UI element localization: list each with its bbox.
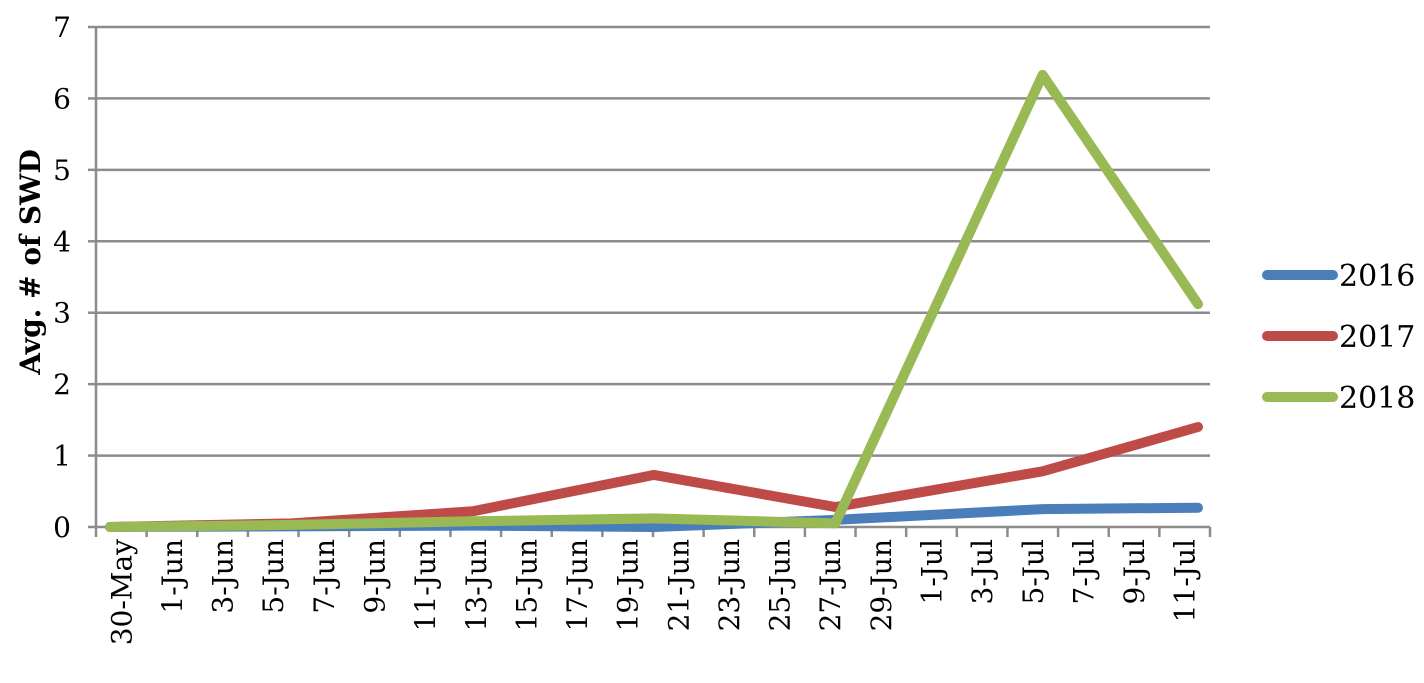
x-tick-label: 27-Jun [814,539,847,631]
y-tick-label: 4 [53,225,71,258]
axes [94,27,1210,529]
gridlines [96,25,1210,457]
x-tick-label: 3-Jun [207,539,240,614]
x-tick-label: 5-Jun [257,539,290,614]
x-tick-label: 25-Jun [764,539,797,631]
y-axis-label: Avg. # of SWD [14,149,47,376]
legend-label-2016: 2016 [1339,259,1415,294]
y-tick-label: 0 [53,511,71,544]
y-axis-ticks: 0 1 2 3 4 5 6 7 [53,11,96,544]
x-tick-label: 9-Jul [1118,539,1151,605]
series-line-2018 [105,69,1203,532]
x-tick-label: 7-Jun [308,539,341,614]
x-tick-label: 5-Jul [1017,539,1050,605]
legend-label-2017: 2017 [1339,320,1415,355]
x-tick-label: 30-May [105,539,138,645]
x-axis-ticks: 30-May 1-Jun 3-Jun 5-Jun 7-Jun 9-Jun 11-Jun 13-… [94,527,1212,645]
x-tick-label: 23-Jun [713,539,746,631]
y-tick-label: 5 [53,154,71,187]
legend: 2016 2017 2018 [1262,259,1415,416]
x-tick-label: 21-Jun [662,539,695,631]
x-tick-label: 11-Jun [409,539,442,631]
x-tick-label: 15-Jun [510,539,543,631]
x-tick-label: 13-Jun [460,539,493,631]
series-lines [105,69,1203,532]
x-tick-label: 19-Jun [612,539,645,631]
x-tick-label: 1-Jul [916,539,949,605]
x-tick-label: 29-Jun [865,539,898,631]
x-tick-label: 17-Jun [561,539,594,631]
x-tick-label: 3-Jul [966,539,999,605]
y-tick-label: 6 [53,82,71,115]
y-tick-label: 2 [53,368,71,401]
x-tick-label: 9-Jun [359,539,392,614]
x-tick-label: 1-Jun [156,539,189,614]
x-tick-label: 11-Jul [1169,539,1202,622]
y-tick-label: 3 [53,297,71,330]
y-tick-label: 1 [53,440,71,473]
x-tick-label: 7-Jul [1067,539,1100,605]
legend-label-2018: 2018 [1339,381,1415,416]
y-tick-label: 7 [53,11,71,44]
